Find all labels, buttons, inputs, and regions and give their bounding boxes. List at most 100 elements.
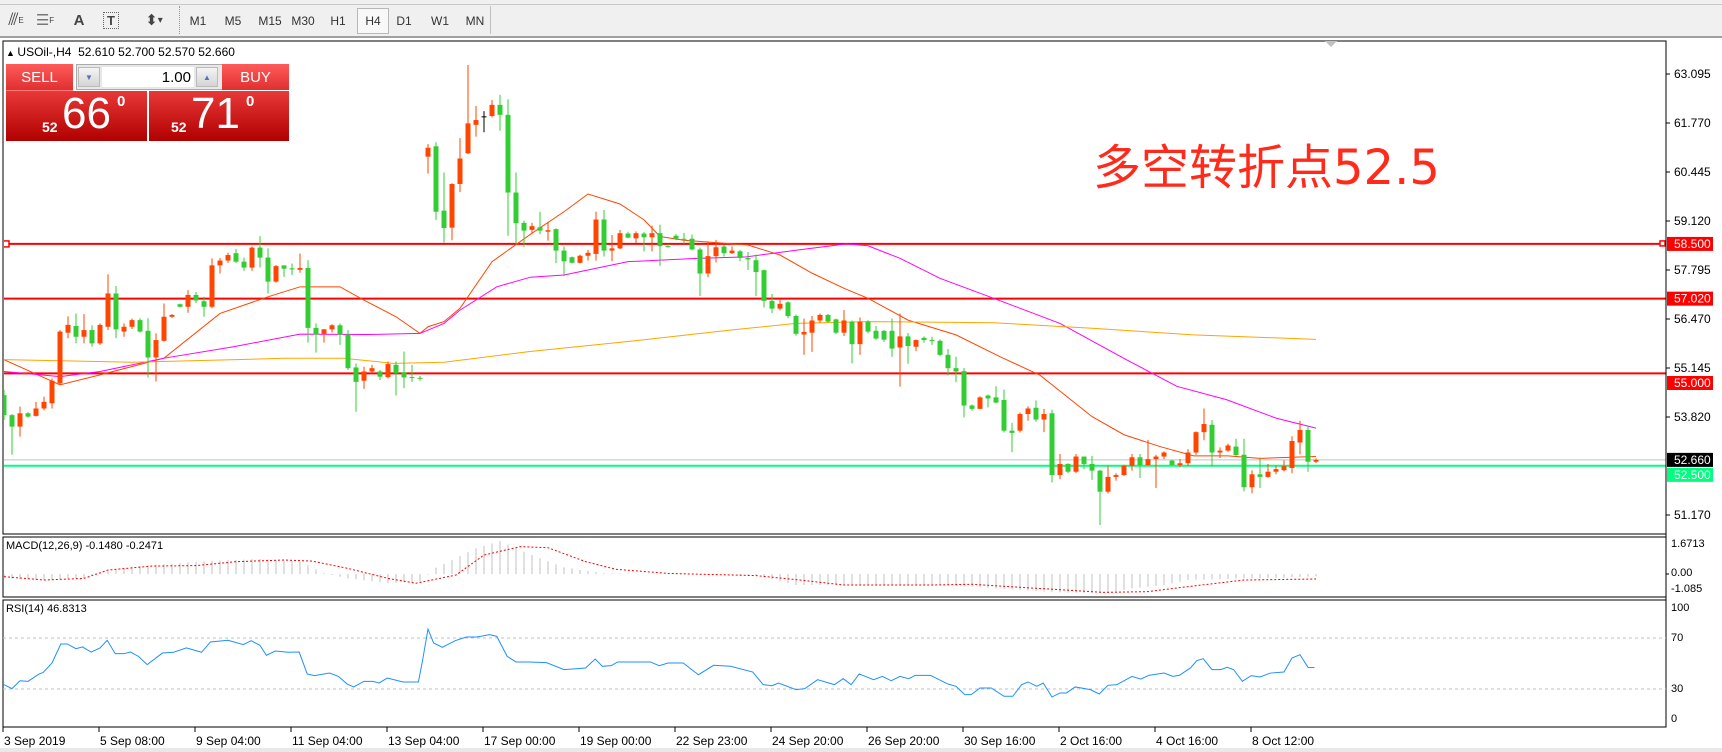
candle [929, 336, 935, 345]
candle-body [1185, 452, 1191, 464]
candle [737, 249, 743, 262]
rsi-pane-frame [2, 599, 1667, 728]
candle [17, 406, 23, 437]
arrows-dropdown-icon[interactable]: ⬍ ▾ [145, 12, 163, 29]
volume-increase-button[interactable]: ▲ [196, 67, 218, 87]
candle [945, 348, 951, 376]
time-axis-label: 4 Oct 16:00 [1156, 734, 1218, 748]
toolbar-top-strip [0, 0, 1722, 5]
timeframe-m5[interactable]: M5 [224, 14, 242, 28]
volume-input[interactable] [102, 67, 194, 87]
timeframe-m15[interactable]: M15 [258, 14, 282, 28]
candle-body [513, 192, 519, 224]
sell-price-box[interactable]: 52 66 0 [6, 89, 147, 141]
candle [1225, 443, 1231, 452]
current-price-label-box [1667, 452, 1713, 467]
candle-body [1209, 424, 1215, 453]
text-label-icon[interactable]: T [101, 8, 121, 32]
candle-body [1073, 456, 1079, 472]
main-plot [4, 64, 1666, 525]
sell-button[interactable]: SELL [6, 64, 73, 91]
buy-price-prefix: 52 [171, 119, 187, 135]
candle-body [1297, 429, 1303, 443]
timeframe-m1[interactable]: M1 [189, 14, 207, 28]
candle-body [561, 250, 567, 262]
timeframe-m30[interactable]: M30 [291, 14, 315, 28]
buy-button[interactable]: BUY [222, 64, 289, 90]
buy-price-box[interactable]: 52 71 0 [149, 89, 289, 141]
timeframe-mn[interactable]: MN [465, 14, 485, 28]
candle-body [649, 233, 655, 238]
candle-body [409, 377, 415, 379]
candle [593, 211, 599, 261]
volume-decrease-button[interactable]: ▼ [78, 67, 100, 87]
timeframe-h1[interactable]: H1 [330, 14, 346, 28]
timeframe-w1[interactable]: W1 [431, 14, 449, 28]
candle-body [793, 316, 799, 334]
candle [457, 138, 463, 193]
candle [937, 339, 943, 356]
rsi-axis-70: 70 [1671, 632, 1684, 644]
text-icon[interactable]: A [73, 11, 85, 29]
toolbar-separator [179, 6, 182, 34]
candle-body [345, 334, 351, 369]
timeframe-d1[interactable]: D1 [396, 14, 412, 28]
candle-body [529, 226, 535, 230]
candle [1081, 456, 1087, 470]
candle [41, 396, 47, 411]
candle-body [1289, 441, 1295, 469]
candle [201, 296, 207, 317]
price-axis-label: 60.445 [1674, 165, 1711, 179]
candle [601, 209, 607, 257]
candle-body [961, 371, 967, 406]
candle [1265, 463, 1271, 478]
candle-body [713, 247, 719, 257]
candle-body [4, 395, 7, 416]
candle [353, 363, 359, 412]
candle-body [145, 330, 151, 358]
candle [473, 105, 479, 137]
horizontal-line-price-label-box [1667, 375, 1713, 390]
candle [1009, 422, 1015, 453]
candle-body [641, 233, 647, 238]
candle [153, 333, 159, 382]
candle-body [305, 267, 311, 328]
candle [921, 336, 927, 343]
candle [561, 246, 567, 277]
candle-body [1177, 463, 1183, 466]
candle-body [441, 210, 447, 229]
candle-body [313, 327, 319, 335]
candle [753, 254, 759, 297]
symbol-label: USOil-,H4 [17, 45, 72, 59]
candle-body [841, 320, 847, 333]
candle [1313, 458, 1319, 464]
collapse-triangle-icon[interactable]: ▲ [6, 48, 18, 58]
candle [1161, 451, 1167, 460]
candle [1041, 408, 1047, 433]
candle-body [721, 246, 727, 254]
candle-body [281, 265, 287, 269]
candle-body [545, 230, 551, 232]
candle [1273, 465, 1279, 475]
candle [825, 313, 831, 323]
one-click-trading-panel: SELL ▼ ▲ BUY 52 66 0 52 71 0 [6, 64, 289, 141]
buy-price-main: 71 [191, 89, 240, 138]
candle-body [497, 104, 503, 115]
annotation-text[interactable]: 多空转折点52.5 [1093, 140, 1440, 196]
candle-body [97, 324, 103, 344]
fibonacci-expansion-icon[interactable]: ⫻ E [8, 10, 24, 29]
candle [681, 232, 687, 244]
candle-body [465, 123, 471, 154]
candle [433, 142, 439, 220]
timeframe-h4[interactable]: H4 [357, 8, 389, 34]
fibonacci-channel-icon[interactable]: ☰ F [35, 12, 55, 29]
candle-body [729, 250, 735, 254]
candle [217, 257, 223, 274]
candle [1201, 408, 1207, 441]
candle-body [65, 324, 71, 333]
candle-body [505, 114, 511, 193]
candle-body [1193, 432, 1199, 453]
ohlc-values: 52.610 52.700 52.570 52.660 [78, 45, 235, 59]
time-axis-label: 9 Sep 04:00 [196, 734, 261, 748]
